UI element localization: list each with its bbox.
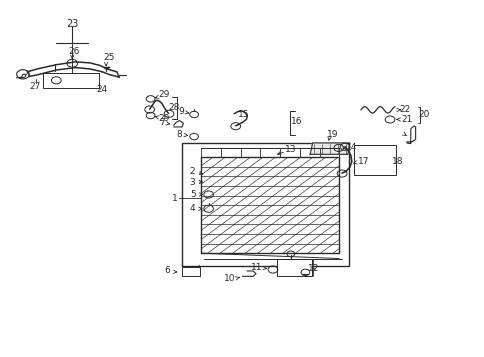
Text: 11: 11	[251, 263, 262, 272]
Text: 18: 18	[391, 157, 402, 166]
Text: 22: 22	[399, 105, 410, 114]
Text: 24: 24	[96, 85, 107, 94]
Text: 5: 5	[189, 190, 195, 199]
Text: 17: 17	[357, 157, 368, 166]
Bar	[182, 143, 348, 266]
Text: 13: 13	[285, 145, 296, 154]
Text: 6: 6	[165, 266, 170, 276]
Text: 1: 1	[171, 193, 177, 202]
Text: 29: 29	[158, 114, 169, 123]
Text: 7: 7	[159, 118, 164, 127]
Text: 16: 16	[290, 117, 302, 126]
Text: 20: 20	[418, 110, 429, 119]
Text: 26: 26	[68, 47, 80, 56]
Text: 10: 10	[223, 274, 235, 283]
Bar	[353, 145, 395, 175]
Bar	[182, 267, 200, 276]
Bar	[201, 157, 338, 253]
Bar	[43, 73, 99, 88]
Text: 9: 9	[178, 107, 183, 116]
Text: 4: 4	[189, 204, 195, 213]
Text: 3: 3	[188, 177, 194, 187]
Bar	[277, 259, 312, 276]
Text: 23: 23	[66, 19, 78, 29]
Text: 25: 25	[104, 53, 115, 62]
Text: 19: 19	[326, 130, 337, 139]
Text: 27: 27	[30, 81, 41, 91]
Text: 15: 15	[237, 110, 249, 119]
Text: 14: 14	[346, 144, 357, 152]
Text: 21: 21	[400, 115, 412, 124]
Text: 29: 29	[158, 90, 169, 100]
Text: 28: 28	[168, 103, 179, 112]
Text: 8: 8	[176, 130, 182, 139]
Polygon shape	[310, 143, 349, 154]
Polygon shape	[406, 126, 415, 144]
Text: 12: 12	[308, 263, 319, 273]
Text: 2: 2	[189, 167, 194, 176]
